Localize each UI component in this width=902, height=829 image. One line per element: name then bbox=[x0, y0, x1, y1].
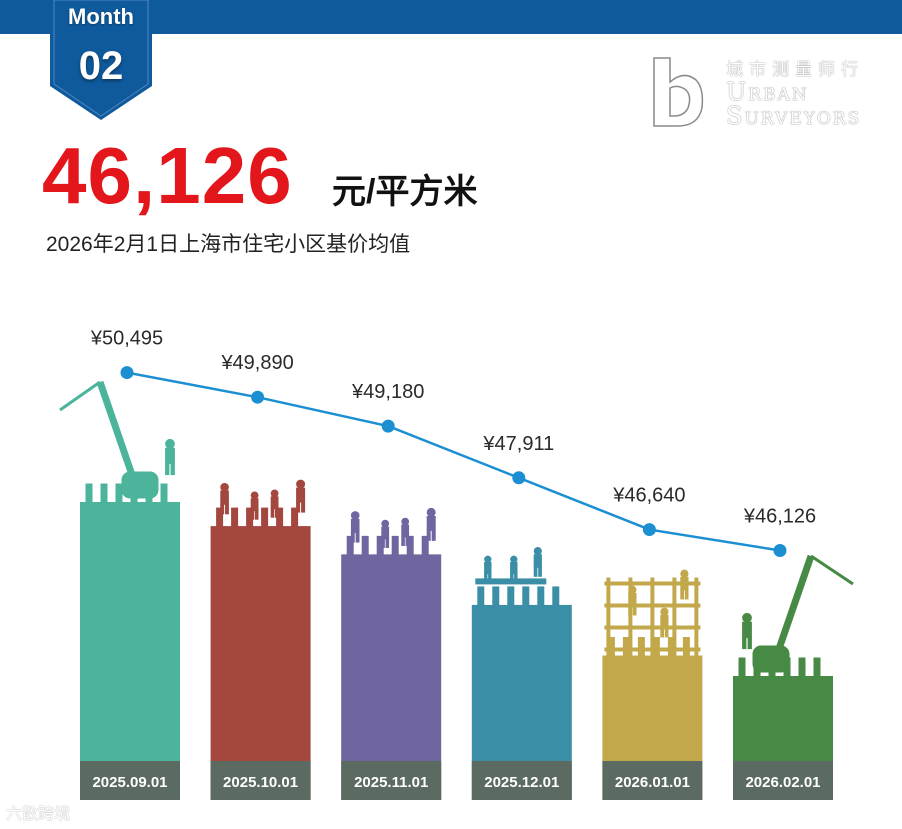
bar-silhouette-crane-worker-icon bbox=[738, 554, 854, 677]
watermark: 六散跨境 bbox=[6, 806, 71, 823]
data-label-3: ¥47,911 bbox=[482, 433, 554, 455]
x-tick-label-3: 2025.12.01 bbox=[484, 774, 559, 791]
date-label-box-2 bbox=[341, 761, 442, 800]
data-point-5 bbox=[773, 544, 787, 558]
bar-1 bbox=[210, 526, 311, 800]
x-tick-label-2: 2025.11.01 bbox=[354, 774, 428, 791]
brand-name-en-line2: Surveyors bbox=[726, 102, 862, 130]
brand-mark-icon bbox=[653, 57, 704, 127]
data-label-1: ¥49,890 bbox=[220, 352, 293, 374]
bar-2 bbox=[341, 554, 442, 800]
x-tick-label-1: 2025.10.01 bbox=[223, 774, 298, 791]
date-label-box-4 bbox=[602, 761, 703, 800]
bar-silhouette-scaffold-workers-icon bbox=[475, 547, 560, 606]
data-label-4: ¥46,640 bbox=[612, 485, 685, 507]
data-label-2: ¥49,180 bbox=[351, 381, 424, 403]
data-point-4 bbox=[642, 523, 656, 537]
hero-price-unit: 元/平方米 bbox=[332, 173, 478, 211]
x-tick-label-4: 2026.01.01 bbox=[615, 774, 690, 791]
data-point-2 bbox=[381, 419, 395, 433]
date-label-box-1 bbox=[210, 761, 311, 800]
month-badge bbox=[50, 0, 152, 120]
data-point-1 bbox=[251, 390, 265, 404]
brand-name-cn: 城市测量师行 bbox=[726, 60, 864, 79]
bar-silhouette-workers-icon bbox=[216, 479, 306, 527]
x-tick-label-0: 2025.09.01 bbox=[92, 774, 167, 791]
date-label-box-0 bbox=[80, 761, 180, 800]
trend-line bbox=[126, 371, 781, 552]
date-label-box-3 bbox=[471, 761, 572, 800]
bar-0 bbox=[80, 502, 180, 800]
bar-silhouette-scaffold-grid-icon bbox=[604, 569, 701, 657]
month-number: 02 bbox=[78, 44, 124, 88]
x-tick-label-5: 2026.02.01 bbox=[745, 774, 820, 791]
brand-name-en-line1: Urban bbox=[726, 78, 809, 106]
brand-logo: 城市测量师行 Urban Surveyors bbox=[648, 52, 888, 134]
date-label-box-5 bbox=[733, 761, 833, 800]
bar-silhouette-workers-icon bbox=[346, 507, 436, 555]
data-label-5: ¥46,126 bbox=[743, 506, 816, 528]
data-point-0 bbox=[120, 366, 134, 380]
bar-silhouette-crane-worker-icon bbox=[59, 380, 175, 503]
data-point-3 bbox=[512, 471, 526, 485]
data-label-0: ¥50,495 bbox=[90, 328, 163, 350]
month-label: Month bbox=[68, 4, 134, 29]
hero-subtitle: 2026年2月1日上海市住宅小区基价均值 bbox=[46, 233, 411, 256]
hero-price-value: 46,126 bbox=[42, 131, 293, 220]
